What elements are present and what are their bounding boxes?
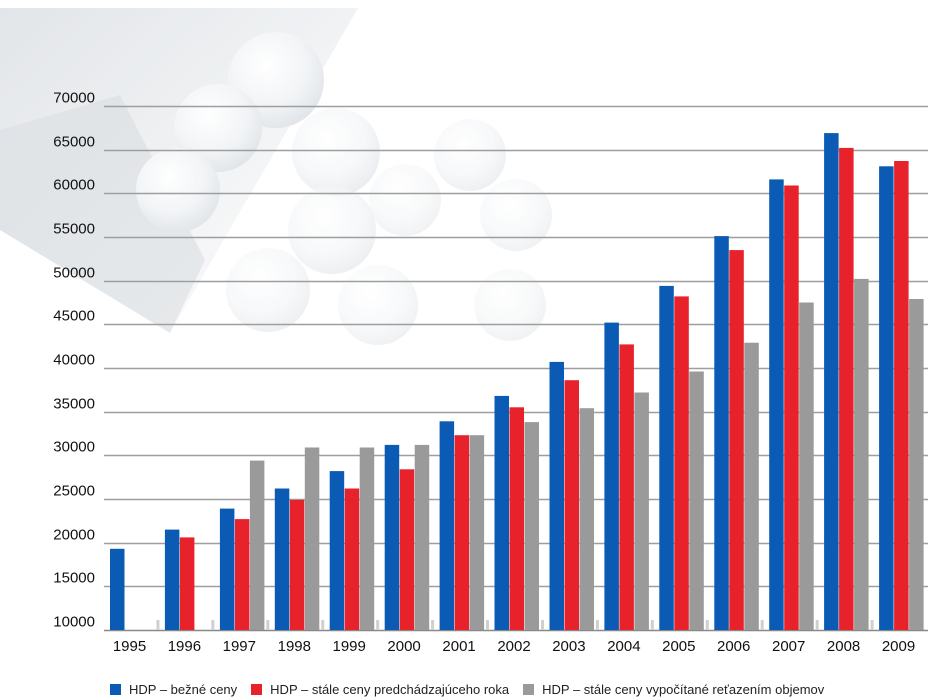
bar-2008-series-3 xyxy=(854,278,869,630)
bar-2005-series-1 xyxy=(659,285,674,630)
bars xyxy=(110,133,924,631)
bar-2004-series-1 xyxy=(604,322,619,630)
bar-1997-series-2 xyxy=(234,519,250,630)
legend-label: HDP – bežné ceny xyxy=(129,681,238,697)
y-tick-label: 20000 xyxy=(53,527,95,544)
y-tick-label: 30000 xyxy=(53,439,95,456)
bar-2000-series-3 xyxy=(414,444,430,630)
bar-2002-series-3 xyxy=(524,422,539,630)
legend-item-bezne-ceny: HDP – bežné ceny xyxy=(110,682,237,697)
y-tick-label: 55000 xyxy=(53,221,95,238)
bar-1998-series-3 xyxy=(304,447,320,630)
bar-2003-series-2 xyxy=(564,380,579,630)
bar-2007-series-3 xyxy=(799,302,814,630)
bar-1996-series-2 xyxy=(179,537,195,630)
legend-label: HDP – stále ceny predchádzajúceho roka xyxy=(270,681,510,697)
legend-item-stale-ceny-predchadzajuceho-roka: HDP – stále ceny predchádzajúceho roka xyxy=(251,682,509,697)
x-tick-label: 2007 xyxy=(772,638,805,655)
bar-1998-series-1 xyxy=(274,488,290,630)
bar-2001-series-3 xyxy=(469,435,485,630)
bar-1995-series-1 xyxy=(110,548,125,630)
legend-item-stale-ceny-retazenim: HDP – stále ceny vypočítané reťazením ob… xyxy=(523,682,824,697)
legend-swatch-red xyxy=(251,683,263,695)
x-tick-label: 1997 xyxy=(223,638,256,655)
y-tick-label: 10000 xyxy=(53,614,95,631)
x-tick-label: 2003 xyxy=(552,638,585,655)
bar-2003-series-3 xyxy=(579,408,594,630)
bar-2000-series-1 xyxy=(384,444,400,630)
legend-swatch-gray xyxy=(523,683,535,695)
x-tick-label: 2006 xyxy=(717,638,750,655)
y-tick-label: 25000 xyxy=(53,483,95,500)
bar-2001-series-1 xyxy=(439,421,455,630)
bar-1997-series-1 xyxy=(219,508,235,630)
x-tick-label: 1995 xyxy=(113,638,146,655)
bar-2009-series-3 xyxy=(909,299,924,630)
bar-1999-series-2 xyxy=(344,488,360,630)
bar-1999-series-3 xyxy=(359,447,375,630)
bar-2004-series-2 xyxy=(619,344,634,630)
y-tick-label: 50000 xyxy=(53,265,95,282)
bar-2003-series-1 xyxy=(549,361,564,630)
y-tick-label: 65000 xyxy=(53,134,95,151)
bar-2009-series-2 xyxy=(894,161,909,630)
bar-2006-series-1 xyxy=(714,236,729,630)
x-tick-label: 2001 xyxy=(442,638,475,655)
bar-2007-series-2 xyxy=(784,185,799,630)
y-tick-label: 15000 xyxy=(53,570,95,587)
x-tick-label: 2009 xyxy=(882,638,915,655)
bar-2001-series-2 xyxy=(454,435,470,630)
bar-2005-series-3 xyxy=(689,371,704,630)
bar-2008-series-1 xyxy=(824,133,839,630)
bar-1998-series-2 xyxy=(289,499,305,630)
bar-2007-series-1 xyxy=(769,179,784,630)
bar-2006-series-3 xyxy=(744,342,759,630)
x-tick-label: 2005 xyxy=(662,638,695,655)
bar-2000-series-2 xyxy=(399,469,415,630)
bar-2008-series-2 xyxy=(839,147,854,630)
x-tick-label: 2004 xyxy=(607,638,640,655)
y-axis: 10000 15000 20000 25000 30000 35000 40000 45000… xyxy=(53,90,95,631)
bar-2002-series-2 xyxy=(509,407,524,630)
bar-2004-series-3 xyxy=(634,392,649,630)
x-axis: 1995 1996 1997 1998 1999 2000 2001 2002 2003 2004… xyxy=(113,620,915,655)
bar-2005-series-2 xyxy=(674,296,689,630)
legend-swatch-blue xyxy=(110,683,121,695)
x-tick-label: 2000 xyxy=(387,638,420,655)
bar-2009-series-1 xyxy=(879,166,894,631)
bar-1996-series-1 xyxy=(164,529,180,630)
x-tick-label: 1999 xyxy=(333,638,366,655)
legend: HDP – bežné ceny HDP – stále ceny predch… xyxy=(110,679,928,699)
bar-2006-series-2 xyxy=(729,250,744,630)
y-tick-label: 70000 xyxy=(53,90,95,107)
y-tick-label: 35000 xyxy=(53,396,95,413)
x-tick-label: 1996 xyxy=(168,638,201,655)
y-tick-label: 45000 xyxy=(53,308,95,325)
y-tick-label: 60000 xyxy=(53,177,95,194)
x-tick-label: 2008 xyxy=(827,638,860,655)
y-tick-label: 40000 xyxy=(53,352,95,369)
x-tick-label: 1998 xyxy=(278,638,311,655)
bar-1997-series-3 xyxy=(249,460,265,630)
legend-label: HDP – stále ceny vypočítané reťazením ob… xyxy=(542,681,825,697)
bar-2002-series-1 xyxy=(494,395,509,630)
x-tick-label: 2002 xyxy=(497,638,530,655)
bar-1999-series-1 xyxy=(329,471,345,630)
